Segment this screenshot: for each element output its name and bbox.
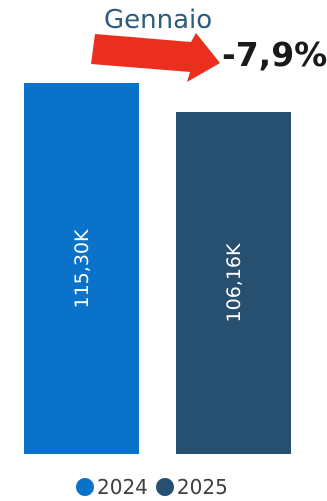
chart-title: Gennaio xyxy=(104,5,213,35)
legend-item-2024: 2024 xyxy=(76,476,148,498)
bar-2025-label: 106,16K xyxy=(222,243,245,323)
legend-item-2025: 2025 xyxy=(155,475,228,499)
legend: 2024 2025 xyxy=(76,476,236,498)
bar-2024-label: 115,30K xyxy=(70,229,93,308)
bar-2024: 115,30K xyxy=(24,83,139,454)
legend-dot-2025 xyxy=(155,478,174,496)
legend-label-2025: 2025 xyxy=(176,475,228,499)
bar-2025: 106,16K xyxy=(176,112,291,454)
change-label: -7,9% xyxy=(222,35,327,74)
legend-label-2024: 2024 xyxy=(97,475,148,499)
legend-dot-2024 xyxy=(76,478,94,496)
